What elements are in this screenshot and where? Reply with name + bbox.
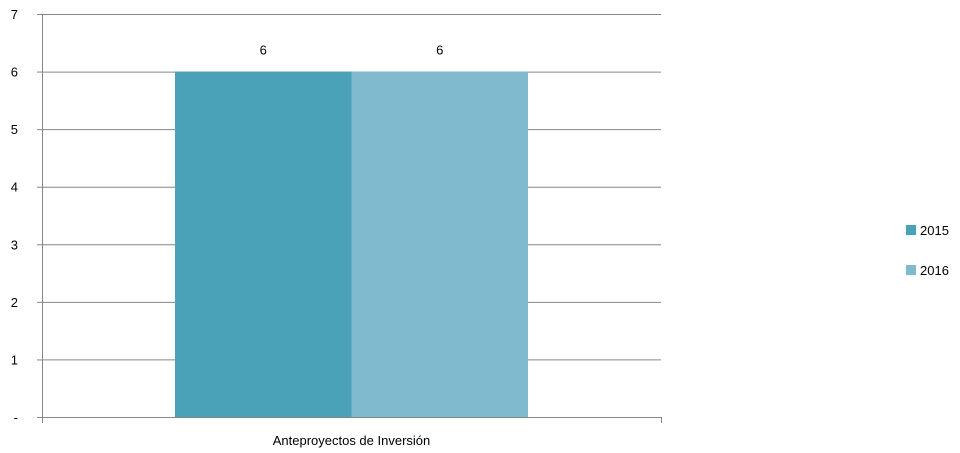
y-tick-label: 5 <box>11 122 18 137</box>
bar-2015 <box>175 71 352 418</box>
y-tick-label: 3 <box>11 237 18 252</box>
data-label: 6 <box>436 43 443 58</box>
x-category-label: Anteproyectos de Inversión <box>273 433 431 448</box>
y-tick-label: 7 <box>11 7 18 22</box>
legend-label: 2015 <box>920 223 949 238</box>
legend-swatch-2016 <box>906 265 916 275</box>
legend-label: 2016 <box>920 263 949 278</box>
y-tick-label: 6 <box>11 65 18 80</box>
data-label: 6 <box>260 43 267 58</box>
y-tick-label: 2 <box>11 295 18 310</box>
bar-2016 <box>351 71 528 418</box>
legend-swatch-2015 <box>906 225 916 235</box>
y-tick-label: - <box>14 410 18 425</box>
y-tick-label: 1 <box>11 352 18 367</box>
y-tick-label: 4 <box>11 180 18 195</box>
